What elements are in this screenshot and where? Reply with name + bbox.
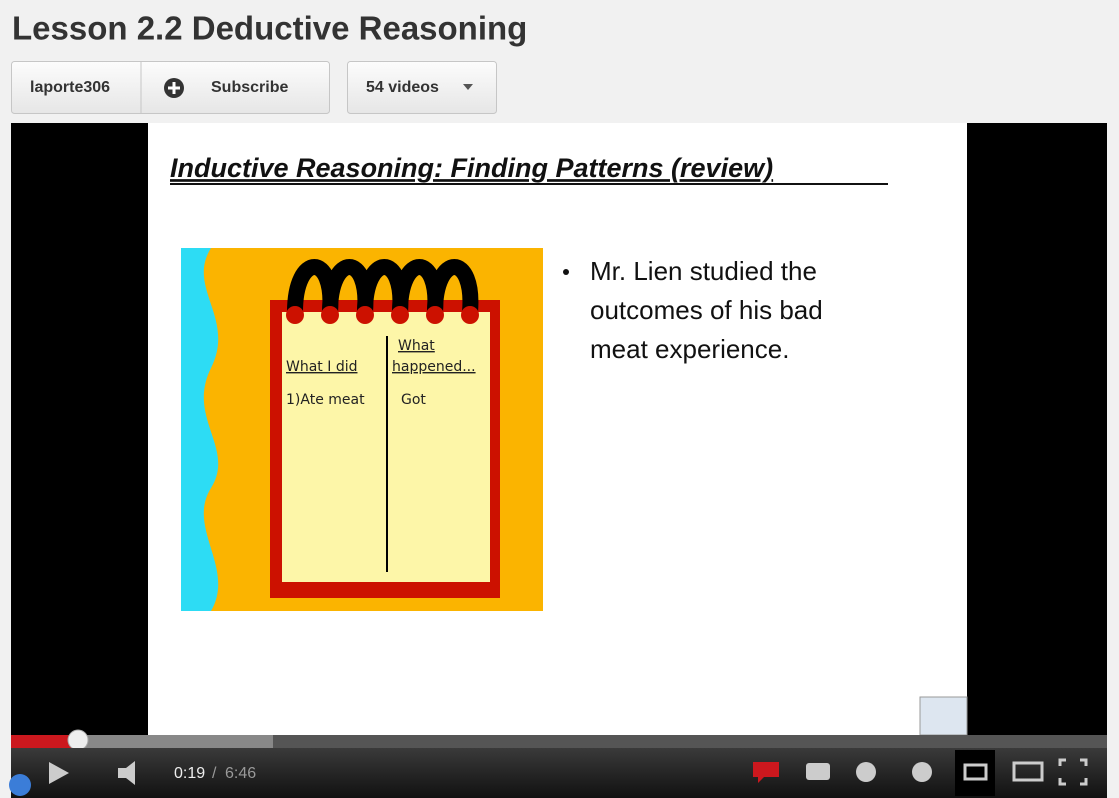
youtube-page: Lesson 2.2 Deductive Reasoning laporte30… [0,0,1119,798]
videos-count: 54 videos [366,79,439,96]
row-cell: Got [401,392,426,408]
bullet-dot [563,269,569,275]
col1-header: What I did [286,359,357,375]
col2-header: What [398,338,435,354]
channel-name[interactable]: laporte306 [30,79,110,96]
globe-icon [9,774,31,796]
current-time: 0:19 [174,765,205,782]
captions-button[interactable] [806,763,830,780]
col2-header: happened... [392,359,476,375]
video-title: Lesson 2.2 Deductive Reasoning [12,10,527,47]
watch-later-button[interactable] [912,762,932,782]
bullet-line: meat experience. [590,334,789,364]
row-cell: 1)Ate meat [286,392,365,408]
time-separator: / [212,765,217,782]
small-player-bg [955,750,995,796]
subscribe-button[interactable]: Subscribe [211,79,288,96]
slide-title: Inductive Reasoning: Finding Patterns (r… [170,153,773,183]
duration: 6:46 [225,765,256,782]
page: {"header": {"title": "Lesson 2.2 Deducti… [0,0,1119,798]
bullet-line: outcomes of his bad [590,295,823,325]
recorder-window [920,697,967,735]
settings-button[interactable] [856,762,876,782]
scrubber[interactable] [68,730,88,750]
bullet-line: Mr. Lien studied the [590,256,817,286]
